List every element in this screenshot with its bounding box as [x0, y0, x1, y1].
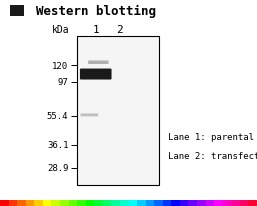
Bar [34, 200, 43, 206]
Text: Lane 2: transfectant: Lane 2: transfectant [168, 151, 257, 160]
Bar [231, 200, 240, 206]
Bar [60, 200, 69, 206]
FancyBboxPatch shape [80, 114, 98, 117]
Text: 120: 120 [52, 61, 68, 70]
Bar [240, 200, 249, 206]
Bar [249, 200, 257, 206]
Text: 97: 97 [58, 78, 68, 87]
Bar [206, 200, 214, 206]
Bar [146, 200, 154, 206]
Bar [223, 200, 231, 206]
Text: 1: 1 [93, 25, 100, 35]
Bar [171, 200, 180, 206]
Text: 55.4: 55.4 [47, 112, 68, 121]
Bar [10, 6, 24, 17]
Bar [26, 200, 34, 206]
Bar [94, 200, 103, 206]
Bar [43, 200, 51, 206]
Bar [77, 37, 159, 185]
Text: 36.1: 36.1 [47, 141, 68, 150]
Bar [8, 200, 17, 206]
Bar [103, 200, 111, 206]
Text: kDa: kDa [52, 25, 69, 35]
Text: Lane 1: parental cell: Lane 1: parental cell [168, 132, 257, 142]
Bar [77, 200, 86, 206]
Bar [111, 200, 120, 206]
FancyBboxPatch shape [80, 69, 112, 80]
Bar [137, 200, 146, 206]
Bar [0, 200, 8, 206]
Bar [17, 200, 26, 206]
Bar [69, 200, 77, 206]
Text: 2: 2 [116, 25, 123, 35]
FancyBboxPatch shape [88, 61, 108, 65]
Bar [154, 200, 163, 206]
Bar [120, 200, 128, 206]
Text: Western blotting: Western blotting [36, 5, 156, 18]
Bar [188, 200, 197, 206]
Bar [197, 200, 206, 206]
Bar [214, 200, 223, 206]
Bar [180, 200, 188, 206]
Bar [51, 200, 60, 206]
Bar [163, 200, 171, 206]
Bar [86, 200, 94, 206]
Text: 28.9: 28.9 [47, 163, 68, 172]
Bar [128, 200, 137, 206]
